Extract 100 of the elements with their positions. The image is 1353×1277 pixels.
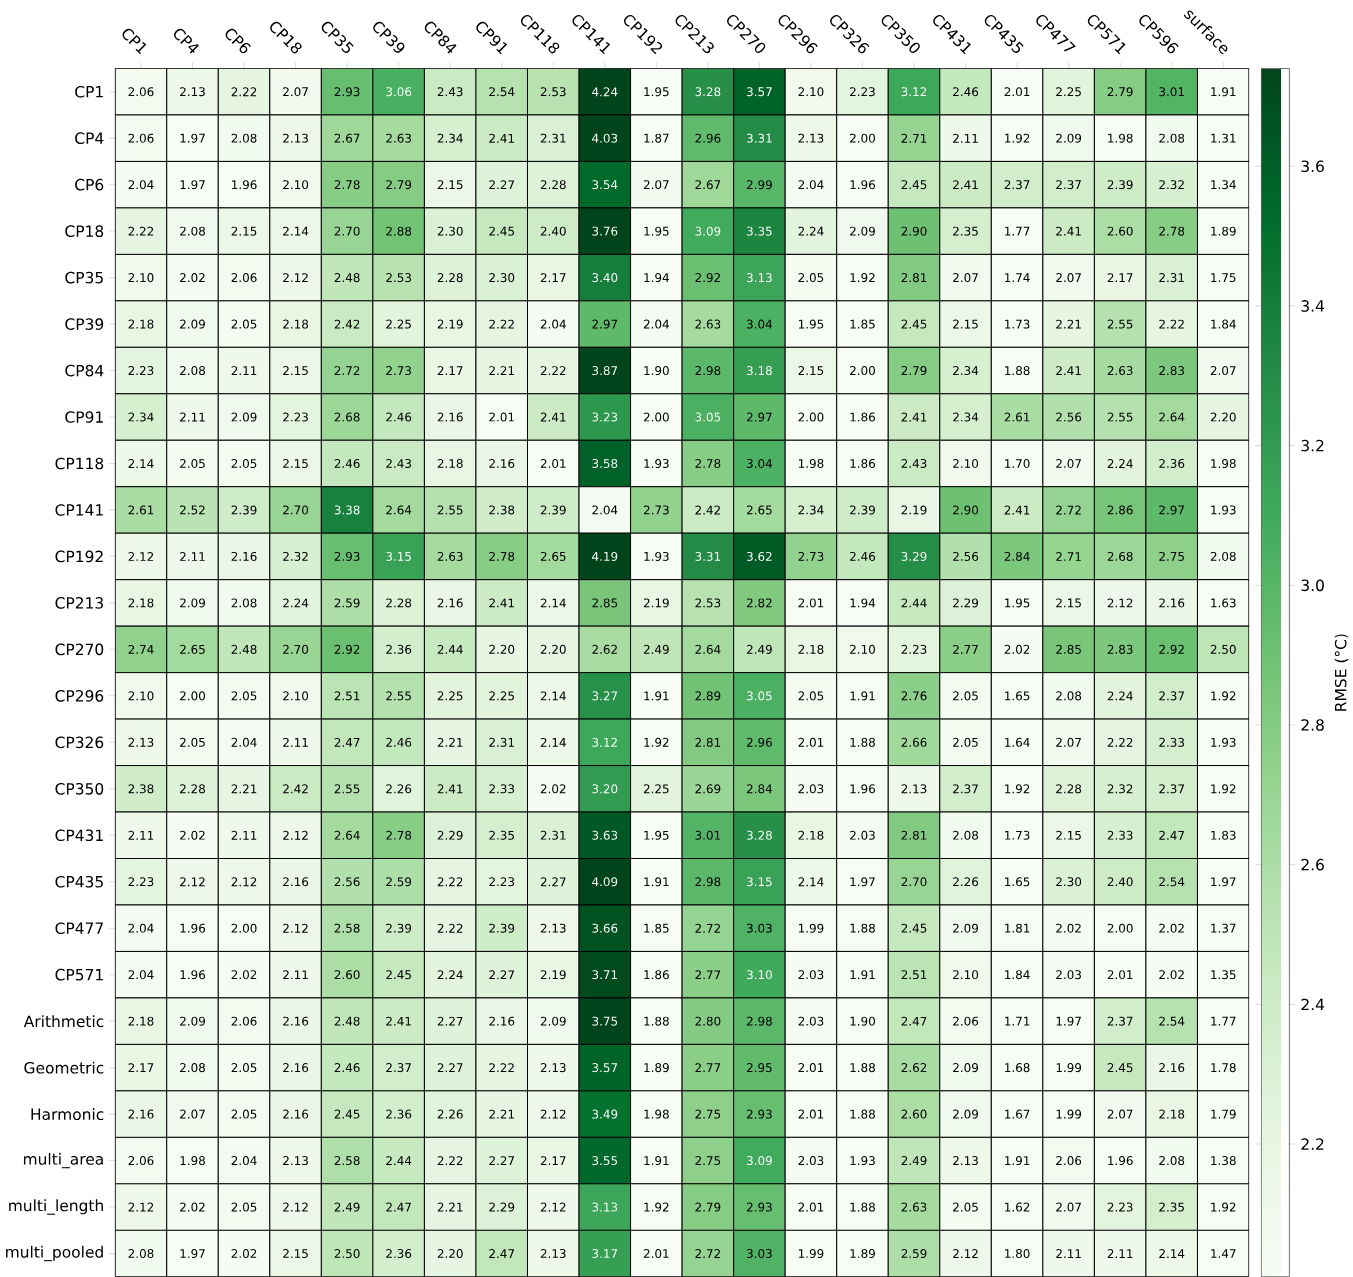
data-label: 4.19: [592, 551, 618, 561]
data-label: 2.07: [1056, 458, 1081, 469]
data-label: 2.74: [128, 644, 154, 654]
data-label: 1.90: [850, 1016, 875, 1026]
data-label: 2.45: [901, 923, 927, 933]
data-label: 2.07: [1107, 1109, 1133, 1119]
data-label: 2.22: [1159, 319, 1184, 329]
data-label: 2.37: [1107, 1016, 1133, 1026]
data-label: 2.22: [1107, 737, 1133, 747]
data-label: 1.85: [644, 923, 669, 933]
data-label: 2.79: [386, 180, 412, 190]
data-label: 2.43: [437, 87, 463, 97]
data-label: 1.94: [850, 598, 876, 608]
data-label: 2.12: [283, 1202, 308, 1212]
data-label: 1.89: [850, 1249, 875, 1259]
data-label: 1.93: [644, 551, 669, 561]
y-tick-label: CP571: [55, 968, 103, 981]
data-label: 2.28: [180, 784, 205, 794]
data-label: 3.17: [592, 1249, 618, 1259]
data-label: 1.97: [180, 1249, 205, 1259]
data-label: 2.17: [128, 1063, 154, 1073]
data-label: 1.99: [798, 1249, 824, 1259]
data-label: 3.87: [592, 366, 618, 376]
data-label: 2.41: [386, 1016, 411, 1026]
data-label: 2.06: [231, 273, 257, 283]
data-label: 2.48: [231, 644, 257, 654]
data-label: 3.12: [901, 87, 927, 97]
data-label: 3.09: [747, 1156, 772, 1166]
data-label: 2.13: [128, 737, 154, 747]
color-bar-label: 3.0: [1301, 579, 1324, 592]
data-label: 2.98: [746, 1016, 772, 1026]
data-label: 1.73: [1005, 830, 1030, 840]
data-label: 1.88: [644, 1016, 669, 1026]
y-tick-label: Arithmetic: [23, 1015, 104, 1028]
data-label: 2.02: [1159, 970, 1184, 980]
data-label: 3.13: [592, 1202, 618, 1212]
data-label: 2.79: [695, 1202, 721, 1212]
data-label: 1.34: [1211, 180, 1236, 190]
color-bar-label: 2.2: [1301, 1138, 1324, 1150]
data-label: 2.01: [489, 412, 514, 422]
data-label: 2.54: [1159, 1016, 1185, 1026]
data-label: 2.05: [231, 319, 257, 329]
data-label: 2.32: [1107, 784, 1133, 794]
data-label: 2.37: [1056, 180, 1081, 190]
data-label: 2.18: [128, 319, 154, 329]
data-label: 2.81: [695, 737, 721, 747]
data-label: 2.07: [1056, 1202, 1081, 1212]
data-label: 2.47: [489, 1249, 515, 1258]
data-label: 2.15: [437, 180, 463, 190]
data-label: 2.23: [283, 412, 308, 422]
data-label: 2.05: [231, 1109, 257, 1119]
data-label: 2.05: [231, 1063, 257, 1073]
data-label: 1.93: [1211, 737, 1236, 747]
data-label: 1.77: [1005, 226, 1030, 236]
data-label: 2.08: [231, 598, 257, 608]
data-label: 2.85: [592, 598, 618, 608]
data-label: 2.20: [437, 1249, 463, 1259]
data-label: 2.27: [489, 970, 515, 980]
data-label: 2.22: [231, 87, 257, 97]
data-label: 2.92: [695, 273, 720, 283]
data-label: 1.87: [644, 133, 669, 143]
data-label: 2.12: [283, 273, 308, 283]
data-label: 3.57: [747, 87, 772, 97]
data-label: 2.11: [231, 830, 257, 840]
data-label: 1.98: [180, 1156, 205, 1166]
data-label: 2.58: [334, 1156, 360, 1166]
data-label: 2.41: [489, 133, 514, 143]
data-label: 3.38: [334, 505, 360, 515]
data-label: 3.40: [592, 273, 618, 283]
data-label: 2.30: [1056, 877, 1082, 887]
data-label: 2.56: [334, 877, 360, 887]
data-label: 2.75: [1159, 551, 1184, 561]
data-label: 2.70: [901, 877, 927, 887]
data-label: 3.31: [695, 551, 721, 561]
data-label: 3.09: [695, 226, 721, 236]
data-label: 1.88: [850, 737, 875, 747]
data-label: 2.45: [901, 180, 927, 190]
data-label: 2.69: [695, 784, 721, 794]
data-label: 1.96: [232, 180, 257, 190]
y-tick-label: CP35: [65, 271, 103, 284]
data-label: 2.81: [901, 273, 927, 283]
data-label: 1.95: [798, 319, 824, 329]
data-label: 1.96: [850, 784, 876, 794]
y-tick-label: multi_area: [23, 1152, 103, 1169]
data-label: 2.07: [283, 87, 308, 97]
data-label: 2.01: [643, 1249, 669, 1259]
data-label: 2.21: [1056, 319, 1081, 329]
data-label: 2.04: [128, 970, 154, 980]
data-label: 2.63: [386, 133, 411, 143]
data-label: 2.18: [437, 458, 463, 469]
data-label: 2.00: [180, 691, 206, 701]
data-label: 2.01: [798, 598, 824, 608]
data-label: 2.05: [231, 1202, 257, 1212]
data-label: 2.18: [1159, 1109, 1185, 1119]
data-label: 2.63: [437, 551, 463, 561]
data-label: 2.11: [128, 830, 154, 840]
data-label: 1.70: [1005, 458, 1030, 469]
data-label: 3.57: [592, 1063, 618, 1073]
data-label: 2.09: [953, 923, 979, 933]
data-label: 2.04: [231, 1156, 257, 1166]
